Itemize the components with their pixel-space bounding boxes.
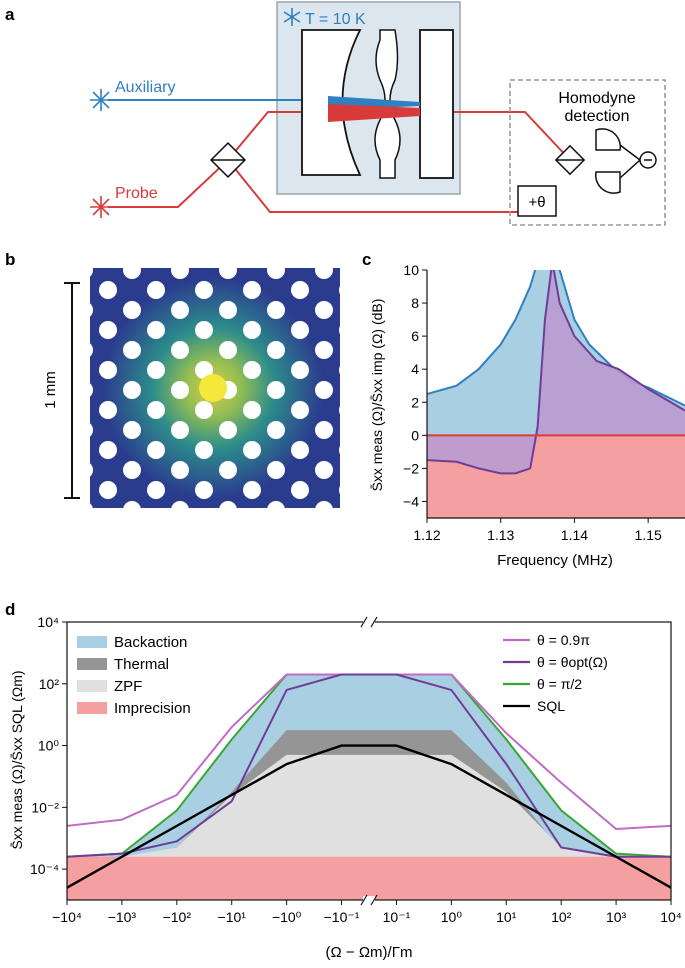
panel-d-break-mark — [360, 894, 368, 906]
legend-left: Backaction Thermal ZPF Imprecision — [77, 634, 191, 717]
panel-c-ytick-label: 8 — [411, 295, 419, 311]
legend-backaction-swatch — [77, 636, 107, 648]
panel-d-break-mark — [370, 894, 378, 906]
panel-d-break-gap — [363, 896, 375, 904]
homodyne-box — [509, 79, 666, 226]
panel-d-xtick-label: 10⁻¹ — [383, 909, 411, 925]
panel-d-xtick-label: 10¹ — [496, 909, 517, 925]
legend-imprecision: Imprecision — [114, 700, 191, 717]
legend-thermal: Thermal — [114, 656, 169, 673]
scale-label: 1 mm — [42, 371, 59, 409]
temperature-label: T = 10 K — [305, 11, 366, 28]
panel-d-xtick-label: −10¹ — [218, 909, 247, 925]
panel-c-ytick-label: 6 — [411, 328, 419, 344]
legend-imprecision-swatch — [77, 702, 107, 714]
panel-d-xlabel: (Ω − Ωm)/Γm — [326, 944, 413, 961]
panel-d-xtick-label: −10³ — [108, 909, 137, 925]
panel-b-letter: b — [5, 250, 15, 269]
panel-c-ytick-label: −2 — [403, 460, 419, 476]
panel-d: d −10⁴ −10³ −10² −10¹ −10⁰ −10⁻¹ 10⁻¹ 10⁰ 10¹ 10²… — [5, 600, 682, 961]
panel-d-break-gap — [363, 618, 375, 626]
panel-d-ytick-label: 10⁻⁴ — [30, 861, 59, 877]
panel-d-ytick-label: 10⁰ — [38, 738, 60, 754]
panel-c-ytick-label: 0 — [411, 427, 419, 443]
legend-thetapi2: θ = π/2 — [537, 676, 582, 692]
panel-d-line — [67, 673, 671, 858]
panel-d-xtick-label: 10⁴ — [660, 909, 682, 925]
auxiliary-laser-icon — [90, 89, 112, 111]
flat-mirror — [419, 29, 454, 179]
panel-c-xtick-label: 1.13 — [487, 527, 514, 543]
panel-c-ytick-label: 2 — [411, 394, 419, 410]
legend-theta09: θ = 0.9π — [537, 632, 590, 648]
legend-thetaopt: θ = θopt(Ω) — [537, 654, 608, 670]
panel-c-xlabel: Frequency (MHz) — [497, 552, 613, 569]
homodyne-label-line2: detection — [565, 108, 630, 125]
panel-d-xtick-label: 10² — [551, 909, 572, 925]
panel-d-xtick-label: −10⁴ — [52, 909, 82, 925]
panel-c-xtick-label: 1.12 — [413, 527, 440, 543]
legend-sql: SQL — [537, 698, 565, 714]
legend-zpf: ZPF — [114, 678, 142, 695]
snowflake-icon — [283, 8, 301, 26]
photodetector-icon — [594, 128, 657, 194]
panel-c-ytick-label: 10 — [403, 262, 419, 278]
auxiliary-label: Auxiliary — [115, 79, 175, 96]
panel-c-ytick-label: −4 — [403, 493, 419, 509]
legend-zpf-swatch — [77, 680, 107, 692]
cavity-modes — [328, 96, 420, 122]
panel-c: c −4 −2 0 2 4 6 8 10 1.12 1.13 1.14 1.15 Frequency … — [362, 250, 685, 569]
panel-d-xtick-label: 10⁰ — [441, 909, 463, 925]
panel-c-xtick-label: 1.14 — [561, 527, 588, 543]
panel-d-plot: −10⁴ −10³ −10² −10¹ −10⁰ −10⁻¹ 10⁻¹ 10⁰ 10¹ 10² 10… — [30, 614, 682, 925]
phase-shifter — [517, 185, 557, 217]
panel-d-xtick-label: −10⁰ — [272, 909, 302, 925]
panel-d-ytick-label: 10⁴ — [37, 614, 59, 630]
defect-center — [199, 374, 227, 402]
beam-splitter-icon — [209, 141, 247, 179]
panel-c-ylabel: S̄xx meas (Ω)/S̄xx imp (Ω) (dB) — [369, 299, 385, 492]
panel-d-clip — [67, 673, 671, 900]
panel-c-purple-fill — [427, 270, 685, 474]
phase-label: +θ — [528, 194, 545, 211]
panel-b: b 1 mm — [5, 250, 340, 508]
legend-right: θ = 0.9π θ = θopt(Ω) θ = π/2 SQL — [503, 632, 608, 714]
panel-d-line — [67, 744, 671, 889]
panel-d-ytick-label: 10² — [39, 676, 60, 692]
homodyne-splitter-icon — [554, 144, 586, 176]
panel-d-letter: d — [5, 600, 15, 619]
legend-backaction: Backaction — [114, 634, 187, 651]
panel-a-letter: a — [5, 5, 15, 24]
panel-c-letter: c — [362, 250, 371, 269]
panel-c-xtick-label: 1.15 — [635, 527, 662, 543]
panel-c-clip — [427, 270, 685, 518]
panel-d-ylabel: S̄xx meas (Ω)/S̄xx SQL (Ωm) — [9, 670, 25, 849]
panel-a: a T = 10 K Auxiliary Probe — [5, 1, 666, 226]
panel-c-ytick-label: 4 — [411, 361, 419, 377]
panel-d-xtick-label: −10⁻¹ — [324, 909, 360, 925]
panel-c-purple-line — [427, 270, 685, 475]
panel-d-area-imprecision — [67, 856, 671, 900]
panel-d-xtick-label: −10² — [163, 909, 192, 925]
probe-label: Probe — [115, 185, 158, 202]
panel-d-ytick-label: 10⁻² — [31, 799, 59, 815]
legend-thermal-swatch — [77, 658, 107, 670]
scale-bar — [64, 282, 80, 499]
panel-d-xtick-label: 10³ — [606, 909, 627, 925]
panel-d-break-mark — [360, 616, 368, 628]
homodyne-label-line1: Homodyne — [558, 90, 635, 107]
panel-c-plot: −4 −2 0 2 4 6 8 10 1.12 1.13 1.14 1.15 — [403, 262, 685, 543]
panel-d-break-mark — [370, 616, 378, 628]
